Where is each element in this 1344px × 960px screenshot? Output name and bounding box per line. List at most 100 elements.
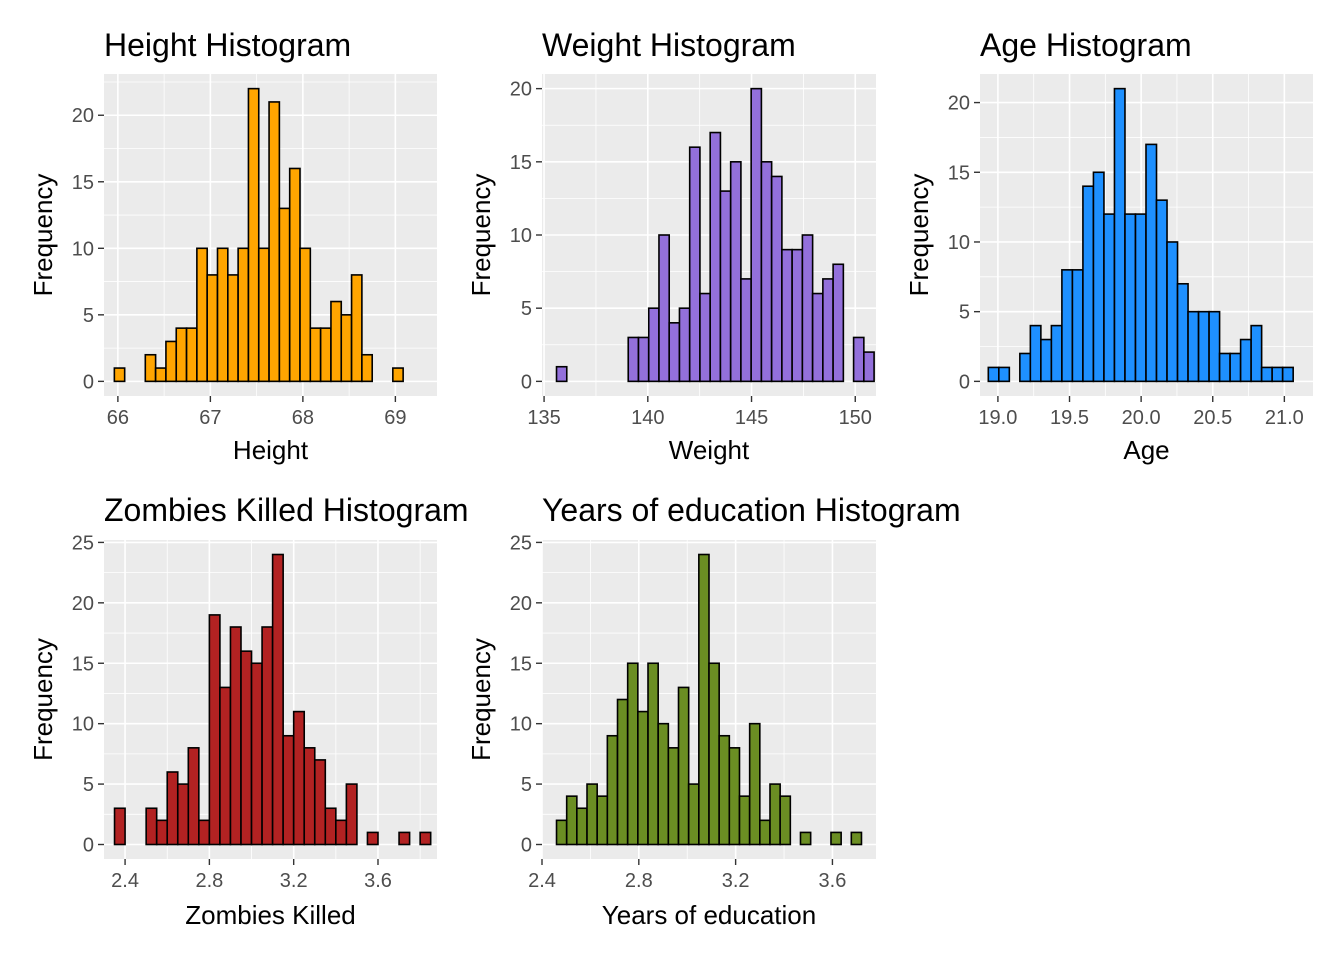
x-tick-label: 3.2 <box>722 870 750 892</box>
y-tick-label: 0 <box>521 371 532 393</box>
histogram-bar <box>271 553 284 846</box>
histogram-bar <box>699 292 711 383</box>
x-tick-label: 69 <box>384 407 406 429</box>
histogram-bar <box>791 248 804 383</box>
histogram-bar <box>987 366 1000 383</box>
y-axis-title: Frequency <box>466 174 496 297</box>
y-tick-label: 5 <box>83 305 94 327</box>
histogram-bar <box>292 710 306 846</box>
histogram-bar <box>586 783 598 846</box>
histogram-education: 2.4 2.8 3.2 3.6 0 5 10 15 20 25 Years of education… <box>466 492 961 930</box>
histogram-bar <box>145 807 158 846</box>
histogram-bar <box>187 747 200 846</box>
x-axis-title: Zombies Killed <box>185 900 356 930</box>
histogram-bar <box>801 234 814 383</box>
histogram-bar <box>698 553 710 846</box>
histogram-bar <box>799 831 812 846</box>
histogram-bar <box>1166 241 1179 383</box>
y-tick-label: 0 <box>521 835 532 857</box>
histogram-bar <box>227 274 239 383</box>
histogram-bar <box>335 819 348 846</box>
histogram-bar <box>1124 213 1137 383</box>
histogram-bar <box>268 101 281 383</box>
histogram-bar <box>616 698 629 846</box>
histogram-bar <box>1187 310 1200 383</box>
chart-title: Years of education Histogram <box>542 492 961 528</box>
histogram-bar <box>1281 366 1294 383</box>
histogram-bar <box>345 783 358 846</box>
histogram-bar <box>176 783 190 846</box>
histogram-bar <box>647 307 660 383</box>
histogram-bar <box>728 747 741 846</box>
y-tick-label: 10 <box>948 232 970 254</box>
y-axis-title: Frequency <box>904 174 934 297</box>
histogram-bar <box>1176 282 1189 383</box>
histogram-bar <box>606 734 619 846</box>
histogram-bar <box>1103 213 1116 383</box>
histogram-bar <box>596 795 609 846</box>
histogram-bar <box>229 626 242 846</box>
chart-title: Age Histogram <box>980 27 1192 63</box>
y-tick-label: 5 <box>83 774 94 796</box>
x-tick-label: 19.5 <box>1050 407 1089 429</box>
histogram-bar <box>677 686 690 846</box>
x-tick-label: 2.8 <box>195 870 223 892</box>
histogram-bar <box>299 247 312 383</box>
histogram-bar <box>330 300 343 383</box>
histogram-bar <box>282 734 295 846</box>
x-tick-label: 21.0 <box>1265 407 1304 429</box>
x-tick-label: 3.6 <box>364 870 392 892</box>
histogram-bar <box>718 734 731 846</box>
histogram-bar <box>1071 269 1084 383</box>
y-tick-label: 20 <box>948 93 970 115</box>
y-tick-label: 0 <box>83 835 94 857</box>
histogram-bar <box>1134 213 1147 383</box>
histogram-bar <box>350 274 363 383</box>
y-tick-label: 15 <box>510 152 532 174</box>
histogram-bar <box>303 747 316 846</box>
histogram-bar <box>155 819 169 846</box>
y-tick-label: 5 <box>521 298 532 320</box>
y-tick-label: 20 <box>510 79 532 101</box>
histogram-bar <box>1061 269 1074 383</box>
histogram-bar <box>647 662 659 846</box>
chart-title: Zombies Killed Histogram <box>104 492 469 528</box>
y-tick-label: 15 <box>510 653 532 675</box>
histogram-bar <box>366 831 379 846</box>
histogram-bar <box>811 292 824 383</box>
histogram-bar <box>319 327 332 383</box>
histogram-bar <box>237 247 250 383</box>
histogram-bar <box>154 367 167 383</box>
histogram-bar <box>759 819 771 846</box>
histogram-bar <box>288 167 301 383</box>
y-axis-title: Frequency <box>28 174 58 297</box>
histogram-bar <box>309 327 322 383</box>
histogram-bar <box>750 87 763 383</box>
x-axis-title: Height <box>233 435 309 465</box>
y-tick-label: 10 <box>72 238 94 260</box>
histogram-bar <box>240 650 253 846</box>
histogram-bar <box>1145 143 1158 383</box>
histogram-bar <box>667 747 680 846</box>
y-tick-label: 0 <box>959 371 970 393</box>
y-tick-label: 15 <box>72 172 94 194</box>
histogram-bar <box>1155 199 1168 383</box>
histogram-bar <box>719 190 732 383</box>
histogram-bar <box>1208 310 1221 383</box>
histogram-bar <box>261 626 274 846</box>
histogram-bar <box>832 263 845 383</box>
histogram-bar <box>1229 352 1242 383</box>
x-tick-label: 20.5 <box>1193 407 1232 429</box>
histogram-bar <box>770 175 783 383</box>
histogram-bar <box>626 662 639 846</box>
histogram-bar <box>627 336 640 383</box>
y-tick-label: 20 <box>72 593 94 615</box>
y-tick-label: 15 <box>948 162 970 184</box>
histogram-bar <box>196 247 208 383</box>
histogram-bar <box>250 662 263 846</box>
y-tick-label: 25 <box>72 532 94 554</box>
histogram-weight: 135 140 145 150 0 5 10 15 20 Weight Histogram Weig… <box>466 27 876 465</box>
histogram-bar <box>219 686 232 846</box>
histogram-age: 19.0 19.5 20.0 20.5 21.0 0 5 10 15 20 Age Histogra… <box>904 27 1313 465</box>
histogram-bar <box>748 722 761 846</box>
